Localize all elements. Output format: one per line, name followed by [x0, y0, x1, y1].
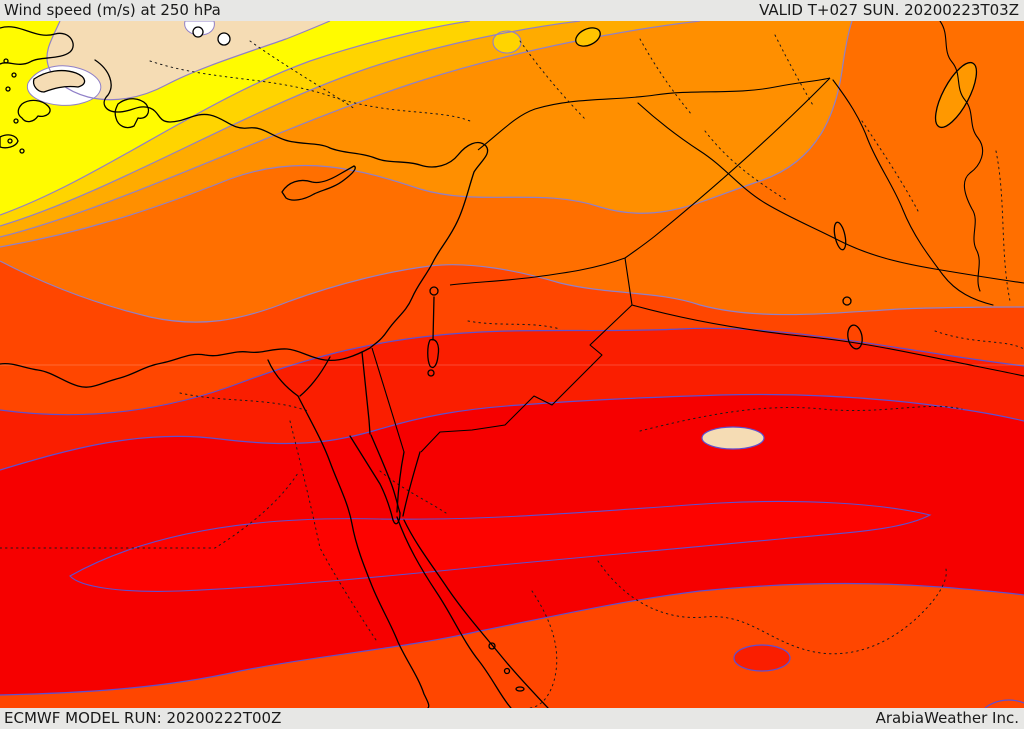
country-borders	[371, 77, 1024, 453]
wind-speed-map	[0, 21, 1024, 708]
footer-bar: ECMWF MODEL RUN: 20200222T00Z ArabiaWeat…	[0, 708, 1024, 729]
model-run-label: ECMWF MODEL RUN: 20200222T00Z	[4, 709, 282, 727]
valid-time-label: VALID T+027 SUN. 20200223T03Z	[759, 1, 1019, 19]
coastlines	[0, 26, 978, 708]
jet-core-maximum	[701, 426, 765, 450]
rivers	[637, 21, 1024, 306]
map-title: Wind speed (m/s) at 250 hPa	[4, 1, 221, 19]
secondary-maximum	[733, 644, 791, 672]
contour-lines	[0, 21, 1024, 708]
brand-label: ArabiaWeather Inc.	[875, 709, 1019, 727]
admin-boundaries-dotted	[0, 34, 1024, 708]
map-canvas	[0, 21, 1024, 708]
header-bar: Wind speed (m/s) at 250 hPa VALID T+027 …	[0, 0, 1024, 21]
contour-bands	[0, 21, 1024, 708]
